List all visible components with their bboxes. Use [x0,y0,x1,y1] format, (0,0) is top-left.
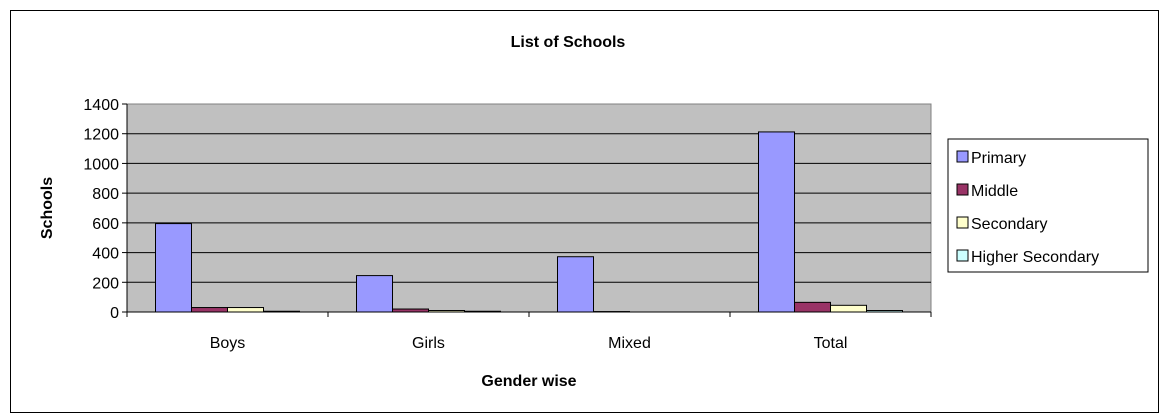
bar-secondary-boys [227,307,264,313]
y-axis: 0 200 400 600 800 1000 1200 1400 [83,97,128,322]
legend-label: Middle [971,183,1018,200]
x-tick-label: Boys [210,335,246,352]
legend-swatch [956,183,969,196]
bar-primary-girls [356,275,393,313]
y-tick-label: 0 [110,305,119,322]
y-tick-label: 600 [92,216,119,233]
plot-area [126,103,932,313]
y-tick-label: 200 [92,275,119,292]
legend-swatch [956,150,969,163]
bar-secondary-total [830,304,867,313]
x-tick-label: Girls [412,335,445,352]
bar-primary-mixed [557,256,594,313]
x-tick-label: Total [814,335,848,352]
legend-label: Higher Secondary [971,249,1099,266]
x-axis: Boys Girls Mixed Total [126,311,932,352]
y-tick-label: 800 [92,186,119,203]
y-axis-title: Schools [39,177,56,239]
bars [155,131,903,313]
legend-swatch [956,216,969,229]
y-tick-label: 1200 [83,127,119,144]
bar-primary-boys [155,223,192,313]
legend-label: Primary [971,150,1026,167]
x-axis-title: Gender wise [481,373,576,390]
legend-label: Secondary [971,216,1048,233]
y-tick-label: 400 [92,246,119,263]
y-tick-label: 1000 [83,156,119,173]
grid-lines [127,133,931,283]
bar-middle-total [794,301,831,313]
y-tick-label: 1400 [83,97,119,114]
x-tick-label: Mixed [608,335,651,352]
bar-middle-boys [191,307,228,313]
bar-primary-total [758,131,795,313]
chart-title: List of Schools [511,34,626,51]
legend-swatch [956,249,969,262]
legend-items: Primary Middle Secondary Higher Secondary [956,150,1099,266]
legend [947,138,1149,273]
